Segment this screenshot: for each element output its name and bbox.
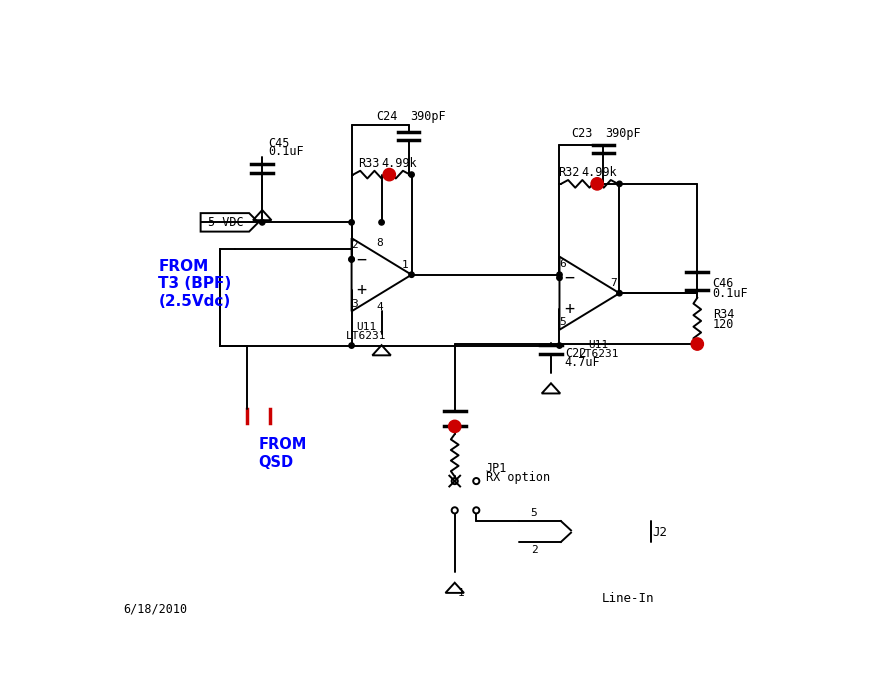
- Circle shape: [408, 172, 414, 177]
- Text: R33: R33: [357, 156, 378, 170]
- Text: 390pF: 390pF: [409, 110, 445, 124]
- Text: 4.7uF: 4.7uF: [565, 356, 600, 369]
- Text: 1: 1: [401, 260, 408, 269]
- Circle shape: [259, 220, 264, 225]
- Circle shape: [451, 507, 457, 514]
- Text: 4.99k: 4.99k: [381, 156, 417, 170]
- Text: LT6231: LT6231: [578, 350, 618, 359]
- Text: 5: 5: [530, 508, 536, 519]
- Text: LT6231: LT6231: [346, 331, 386, 341]
- Text: +: +: [356, 281, 366, 299]
- Circle shape: [378, 220, 384, 225]
- Text: J2: J2: [652, 526, 667, 539]
- Text: C23: C23: [571, 127, 592, 140]
- Text: C22: C22: [565, 347, 586, 359]
- Text: FROM
T3 (BPF)
(2.5Vdc): FROM T3 (BPF) (2.5Vdc): [158, 259, 231, 309]
- Text: 6/18/2010: 6/18/2010: [124, 602, 188, 616]
- Circle shape: [556, 275, 562, 281]
- Circle shape: [408, 272, 414, 277]
- Text: 4.99k: 4.99k: [581, 166, 616, 179]
- Circle shape: [349, 257, 354, 262]
- Text: 390pF: 390pF: [604, 127, 640, 140]
- Circle shape: [451, 478, 457, 484]
- Text: −: −: [564, 269, 574, 287]
- Text: −: −: [356, 251, 366, 268]
- Circle shape: [349, 343, 354, 348]
- Text: FROM
QSD: FROM QSD: [258, 437, 306, 470]
- Text: U11: U11: [356, 322, 376, 332]
- Text: Line-In: Line-In: [601, 592, 653, 604]
- Text: +: +: [564, 299, 574, 318]
- Circle shape: [616, 181, 622, 186]
- Circle shape: [590, 178, 602, 190]
- Text: C45: C45: [268, 137, 290, 149]
- Text: C24: C24: [376, 110, 397, 124]
- Text: RX option: RX option: [485, 472, 549, 484]
- Text: 4: 4: [377, 302, 383, 312]
- Text: 8: 8: [377, 238, 383, 248]
- Text: 2: 2: [351, 241, 357, 251]
- Text: 5: 5: [558, 318, 565, 327]
- Text: 2: 2: [530, 544, 536, 555]
- Circle shape: [556, 343, 562, 348]
- Circle shape: [448, 420, 460, 433]
- Circle shape: [349, 257, 354, 262]
- Text: R32: R32: [558, 166, 579, 179]
- Circle shape: [690, 338, 702, 350]
- Text: 3: 3: [351, 299, 357, 309]
- Circle shape: [556, 272, 562, 277]
- Text: U11: U11: [588, 340, 608, 350]
- Circle shape: [472, 507, 479, 514]
- Text: 0.1uF: 0.1uF: [268, 145, 304, 158]
- Text: 5 VDC: 5 VDC: [207, 216, 243, 229]
- Circle shape: [383, 168, 395, 181]
- Text: JP1: JP1: [485, 462, 507, 475]
- Text: 1: 1: [457, 588, 464, 598]
- Text: 6: 6: [558, 259, 565, 269]
- Circle shape: [616, 290, 622, 296]
- Text: C46: C46: [712, 278, 733, 290]
- Text: 120: 120: [712, 318, 733, 330]
- Circle shape: [349, 220, 354, 225]
- Circle shape: [472, 478, 479, 484]
- Text: 0.1uF: 0.1uF: [712, 287, 747, 299]
- Text: 7: 7: [609, 279, 616, 288]
- Text: R34: R34: [712, 309, 733, 321]
